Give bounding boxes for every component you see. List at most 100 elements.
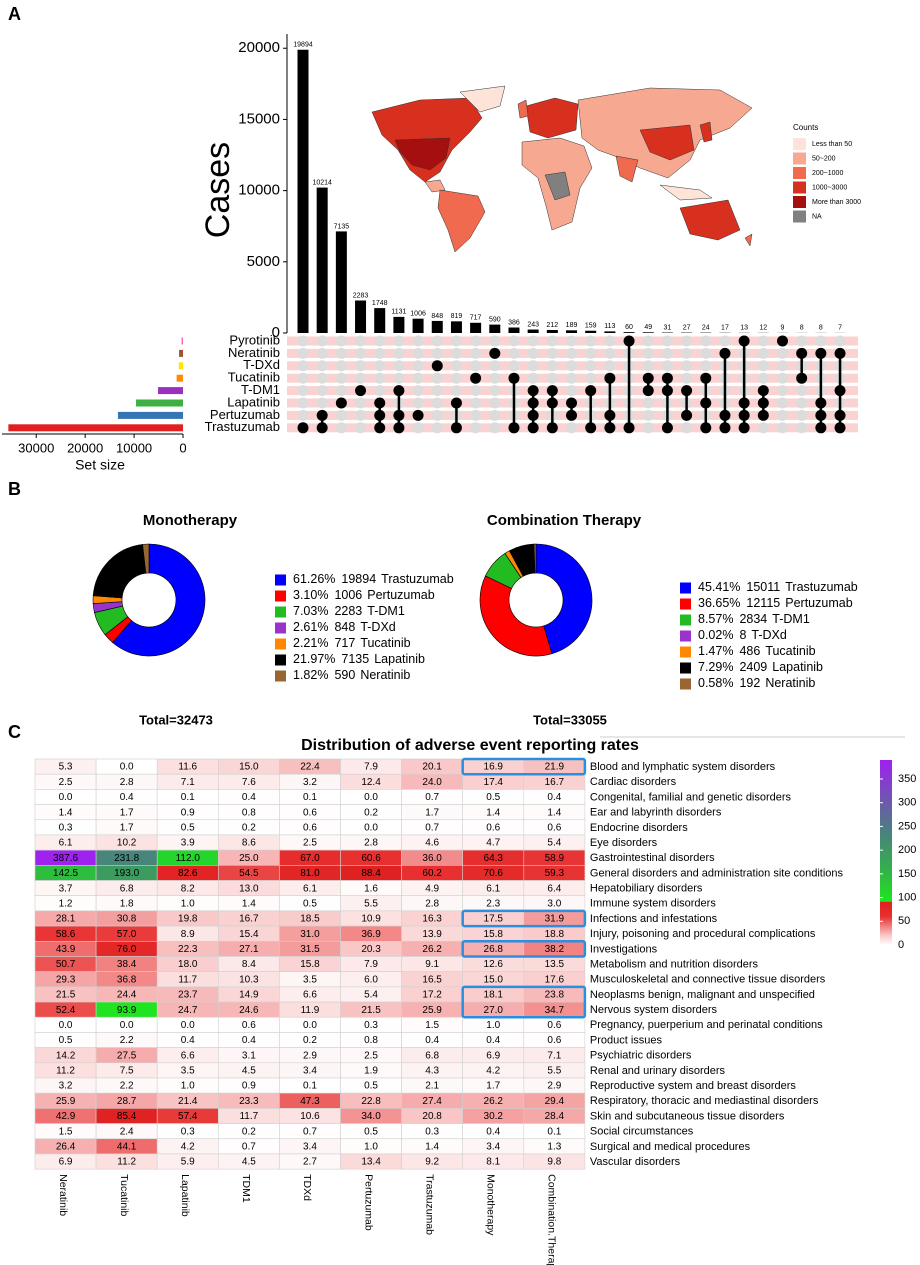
cell-label: 2.9 [547, 1081, 561, 1092]
cell-label: 10.6 [300, 1111, 320, 1122]
cell-label: 26.4 [56, 1141, 76, 1152]
cell-label: 5.4 [547, 838, 561, 849]
matrix-dot [393, 409, 405, 421]
cell-label: 1.6 [364, 883, 378, 894]
matrix-dot-empty [297, 335, 309, 347]
cell-label: 54.5 [239, 868, 259, 879]
cell-label: 1.0 [364, 1141, 378, 1152]
matrix-dot-empty [796, 385, 808, 397]
matrix-dot-empty [470, 409, 482, 421]
cell-label: 82.6 [178, 868, 198, 879]
matrix-dot-empty [393, 347, 405, 359]
cell-label: 7.9 [364, 762, 378, 773]
matrix-dot-empty [527, 372, 539, 384]
matrix-dot-empty [393, 360, 405, 372]
cell-label: 1.4 [242, 898, 256, 909]
matrix-dot-empty [777, 409, 788, 421]
cell-label: 6.0 [364, 974, 378, 985]
cell-label: 34.0 [361, 1111, 381, 1122]
matrix-dot [355, 385, 367, 397]
matrix-dot-empty [546, 360, 558, 372]
heatmap-cell [523, 1153, 586, 1170]
cell-label: 21.9 [545, 762, 565, 773]
matrix-dot-empty [489, 385, 501, 397]
cell-label: 34.7 [545, 1005, 565, 1016]
bar [431, 320, 443, 333]
y-tick-label: 5000 [247, 253, 280, 270]
cell-label: 30.8 [117, 914, 137, 925]
cell-label: 0.4 [486, 1126, 500, 1137]
cell-label: 17.6 [545, 974, 565, 985]
cell-label: 0.3 [364, 1020, 378, 1031]
legend-swatch [275, 574, 286, 586]
cell-label: 0.0 [364, 822, 378, 833]
cell-label: 0.0 [59, 792, 73, 803]
cell-label: 60.6 [361, 853, 381, 864]
legend-name: Lapatinib [772, 660, 823, 674]
cell-label: 18.5 [300, 914, 320, 925]
cell-label: 0.6 [303, 807, 317, 818]
cell-label: 26.8 [484, 944, 504, 955]
cell-label: 23.3 [239, 1096, 259, 1107]
cell-label: 76.0 [117, 944, 137, 955]
cell-label: 0.9 [242, 1081, 256, 1092]
cell-label: 0.2 [364, 807, 378, 818]
matrix-dot-empty [450, 335, 462, 347]
cell-label: 0.5 [486, 792, 500, 803]
map-legend-label: 50~200 [812, 155, 836, 162]
matrix-dot-empty [681, 347, 693, 359]
legend-percent: 0.58% [698, 676, 733, 690]
matrix-dot-empty [585, 360, 597, 372]
set-size-bar [179, 349, 183, 357]
cell-label: 9.2 [425, 1157, 439, 1168]
cell-label: 7.1 [181, 777, 195, 788]
matrix-dot-empty [489, 397, 501, 409]
matrix-dot-empty [431, 335, 443, 347]
cell-label: 1.4 [59, 807, 73, 818]
matrix-dot [757, 385, 769, 397]
legend-name: Pertuzumab [785, 596, 852, 610]
matrix-dot [374, 397, 386, 409]
matrix-dot-empty [585, 347, 597, 359]
cell-label: 8.6 [242, 838, 256, 849]
matrix-dot-empty [450, 360, 462, 372]
cell-label: 4.5 [242, 1157, 256, 1168]
row-label: Infections and infestations [590, 913, 718, 925]
legend-swatch [275, 670, 286, 682]
cell-label: 2.8 [120, 777, 134, 788]
matrix-dot-empty [355, 335, 367, 347]
row-label: Renal and urinary disorders [590, 1065, 726, 1077]
legend-percent: 3.10% [293, 588, 328, 602]
matrix-dot-empty [642, 347, 654, 359]
highlight-box [461, 985, 587, 1019]
cell-label: 6.8 [120, 883, 134, 894]
row-label: General disorders and administration sit… [590, 867, 844, 879]
y-tick-label: 10000 [238, 182, 280, 199]
cell-label: 0.5 [364, 1081, 378, 1092]
bar [527, 329, 539, 333]
matrix-dot [834, 422, 846, 434]
matrix-dot-empty [777, 372, 788, 384]
bar-value-label: 7135 [334, 223, 350, 230]
pie-slice [533, 543, 537, 574]
matrix-dot-empty [546, 335, 558, 347]
cell-label: 24.6 [239, 1005, 259, 1016]
column-label: Lapatinib [179, 1174, 191, 1217]
cell-label: 13.4 [361, 1157, 381, 1168]
matrix-dot-empty [470, 422, 482, 434]
cell-label: 25.9 [56, 1096, 76, 1107]
bar [335, 231, 347, 333]
cell-label: 15.0 [484, 974, 504, 985]
cell-label: 26.2 [484, 1096, 504, 1107]
matrix-dot-empty [796, 409, 808, 421]
cell-label: 10.9 [361, 914, 381, 925]
cell-label: 1.4 [425, 1141, 439, 1152]
cell-label: 0.2 [303, 1035, 317, 1046]
cell-label: 93.9 [117, 1005, 137, 1016]
cell-label: 0.1 [303, 1081, 317, 1092]
matrix-dot-empty [642, 335, 654, 347]
matrix-dot-empty [585, 372, 597, 384]
legend-percent: 61.26% [293, 572, 335, 586]
cell-label: 1.7 [425, 807, 439, 818]
cell-label: 20.8 [422, 1111, 442, 1122]
